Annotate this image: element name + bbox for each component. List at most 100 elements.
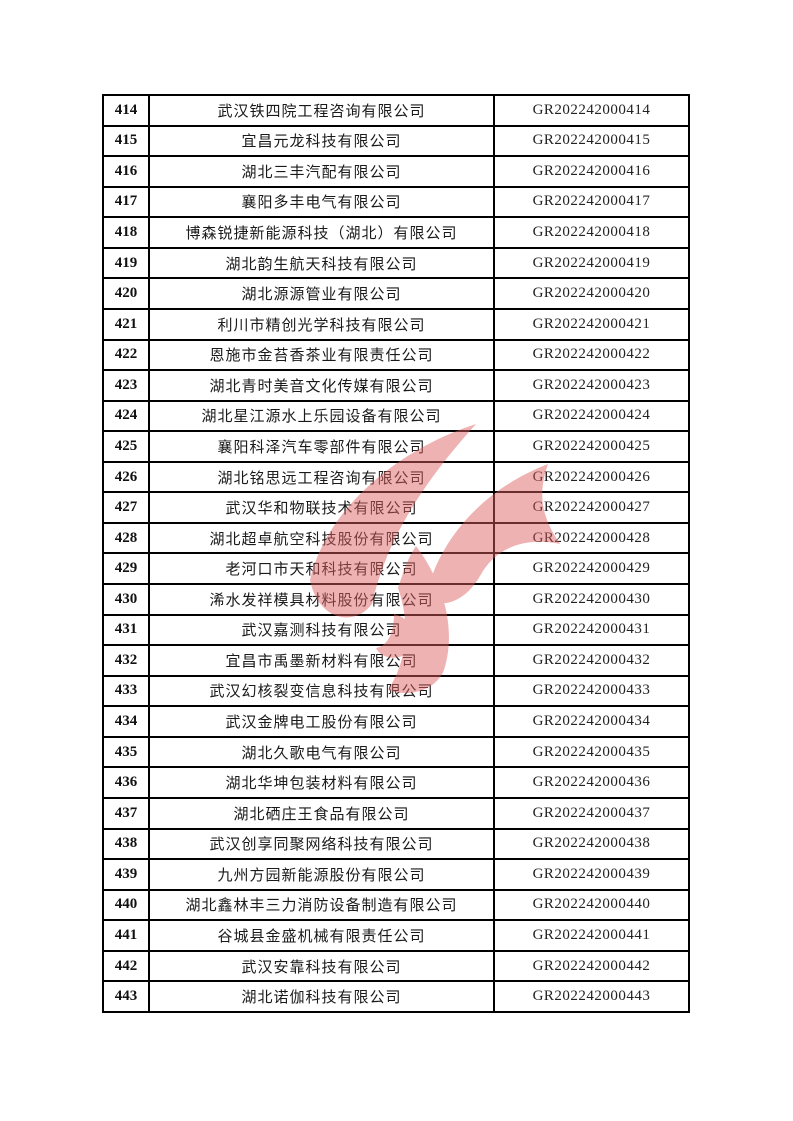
company-name: 武汉嘉测科技有限公司: [148, 613, 495, 647]
company-name: 恩施市金苔香茶业有限责任公司: [148, 338, 495, 372]
certificate-code: GR202242000435: [493, 735, 690, 769]
certificate-code: GR202242000431: [493, 613, 690, 647]
row-number: 426: [102, 460, 150, 494]
certificate-code: GR202242000428: [493, 521, 690, 555]
company-name: 湖北韵生航天科技有限公司: [148, 246, 495, 280]
certificate-code: GR202242000425: [493, 430, 690, 463]
row-number: 436: [102, 766, 150, 799]
table-row: 428 湖北超卓航空科技股份有限公司 GR202242000428: [102, 521, 690, 555]
row-number: 442: [102, 949, 150, 983]
row-number: 417: [102, 185, 150, 219]
certificate-code: GR202242000434: [493, 705, 690, 738]
row-number: 432: [102, 644, 150, 677]
company-name: 襄阳科泽汽车零部件有限公司: [148, 430, 495, 463]
table-row: 416 湖北三丰汽配有限公司 GR202242000416: [102, 155, 690, 188]
row-number: 428: [102, 521, 150, 555]
table-row: 433 武汉幻核裂变信息科技有限公司 GR202242000433: [102, 674, 690, 708]
table-row: 415 宜昌元龙科技有限公司 GR202242000415: [102, 124, 690, 158]
table-row: 442 武汉安靠科技有限公司 GR202242000442: [102, 949, 690, 983]
table-row: 421 利川市精创光学科技有限公司 GR202242000421: [102, 307, 690, 341]
certificate-code: GR202242000423: [493, 369, 690, 402]
certificate-code: GR202242000439: [493, 858, 690, 891]
certificate-code: GR202242000429: [493, 552, 690, 585]
table-row: 435 湖北久歌电气有限公司 GR202242000435: [102, 735, 690, 769]
company-name: 湖北华坤包装材料有限公司: [148, 766, 495, 799]
row-number: 420: [102, 277, 150, 310]
certificate-code: GR202242000426: [493, 460, 690, 494]
row-number: 427: [102, 491, 150, 524]
row-number: 422: [102, 338, 150, 372]
table-row: 417 襄阳多丰电气有限公司 GR202242000417: [102, 185, 690, 219]
table-row: 422 恩施市金苔香茶业有限责任公司 GR202242000422: [102, 338, 690, 372]
certificate-code: GR202242000443: [493, 980, 690, 1013]
certificate-code: GR202242000436: [493, 766, 690, 799]
table-row: 439 九州方园新能源股份有限公司 GR202242000439: [102, 858, 690, 891]
certificate-code: GR202242000442: [493, 949, 690, 983]
company-name: 武汉创享同聚网络科技有限公司: [148, 827, 495, 861]
table-row: 423 湖北青时美音文化传媒有限公司 GR202242000423: [102, 369, 690, 402]
row-number: 425: [102, 430, 150, 463]
certificate-code: GR202242000432: [493, 644, 690, 677]
table-row: 443 湖北诺伽科技有限公司 GR202242000443: [102, 980, 690, 1013]
certificate-code: GR202242000421: [493, 307, 690, 341]
row-number: 437: [102, 796, 150, 830]
row-number: 414: [102, 94, 150, 127]
company-table-body: 414 武汉铁四院工程咨询有限公司 GR202242000414 415 宜昌元…: [102, 94, 690, 1013]
company-name: 襄阳多丰电气有限公司: [148, 185, 495, 219]
row-number: 439: [102, 858, 150, 891]
table-row: 441 谷城县金盛机械有限责任公司 GR202242000441: [102, 919, 690, 952]
company-name: 浠水发祥模具材料股份有限公司: [148, 583, 495, 616]
row-number: 433: [102, 674, 150, 708]
certificate-code: GR202242000441: [493, 919, 690, 952]
row-number: 424: [102, 399, 150, 433]
table-row: 429 老河口市天和科技有限公司 GR202242000429: [102, 552, 690, 585]
table-row: 440 湖北鑫林丰三力消防设备制造有限公司 GR202242000440: [102, 888, 690, 922]
certificate-code: GR202242000419: [493, 246, 690, 280]
certificate-code: GR202242000430: [493, 583, 690, 616]
certificate-code: GR202242000414: [493, 94, 690, 127]
table-row: 419 湖北韵生航天科技有限公司 GR202242000419: [102, 246, 690, 280]
certificate-code: GR202242000418: [493, 216, 690, 249]
table-row: 426 湖北铭思远工程咨询有限公司 GR202242000426: [102, 460, 690, 494]
table-row: 436 湖北华坤包装材料有限公司 GR202242000436: [102, 766, 690, 799]
table-row: 432 宜昌市禹墨新材料有限公司 GR202242000432: [102, 644, 690, 677]
company-name: 武汉华和物联技术有限公司: [148, 491, 495, 524]
company-name: 湖北三丰汽配有限公司: [148, 155, 495, 188]
table-row: 420 湖北源源管业有限公司 GR202242000420: [102, 277, 690, 310]
certificate-code: GR202242000427: [493, 491, 690, 524]
table-row: 424 湖北星江源水上乐园设备有限公司 GR202242000424: [102, 399, 690, 433]
row-number: 421: [102, 307, 150, 341]
company-name: 博森锐捷新能源科技（湖北）有限公司: [148, 216, 495, 249]
company-name: 湖北硒庄王食品有限公司: [148, 796, 495, 830]
company-name: 湖北青时美音文化传媒有限公司: [148, 369, 495, 402]
row-number: 440: [102, 888, 150, 922]
table-row: 430 浠水发祥模具材料股份有限公司 GR202242000430: [102, 583, 690, 616]
certificate-code: GR202242000440: [493, 888, 690, 922]
row-number: 431: [102, 613, 150, 647]
table-row: 425 襄阳科泽汽车零部件有限公司 GR202242000425: [102, 430, 690, 463]
certificate-code: GR202242000438: [493, 827, 690, 861]
company-name: 湖北星江源水上乐园设备有限公司: [148, 399, 495, 433]
company-name: 宜昌市禹墨新材料有限公司: [148, 644, 495, 677]
row-number: 415: [102, 124, 150, 158]
certificate-code: GR202242000424: [493, 399, 690, 433]
row-number: 418: [102, 216, 150, 249]
company-name: 老河口市天和科技有限公司: [148, 552, 495, 585]
table-row: 418 博森锐捷新能源科技（湖北）有限公司 GR202242000418: [102, 216, 690, 249]
row-number: 438: [102, 827, 150, 861]
company-name: 武汉幻核裂变信息科技有限公司: [148, 674, 495, 708]
certificate-code: GR202242000415: [493, 124, 690, 158]
company-certificate-table: 414 武汉铁四院工程咨询有限公司 GR202242000414 415 宜昌元…: [102, 94, 690, 1013]
row-number: 419: [102, 246, 150, 280]
company-name: 湖北久歌电气有限公司: [148, 735, 495, 769]
company-name: 湖北铭思远工程咨询有限公司: [148, 460, 495, 494]
certificate-code: GR202242000420: [493, 277, 690, 310]
company-name: 武汉金牌电工股份有限公司: [148, 705, 495, 738]
row-number: 434: [102, 705, 150, 738]
row-number: 430: [102, 583, 150, 616]
row-number: 435: [102, 735, 150, 769]
certificate-code: GR202242000416: [493, 155, 690, 188]
row-number: 443: [102, 980, 150, 1013]
company-name: 宜昌元龙科技有限公司: [148, 124, 495, 158]
